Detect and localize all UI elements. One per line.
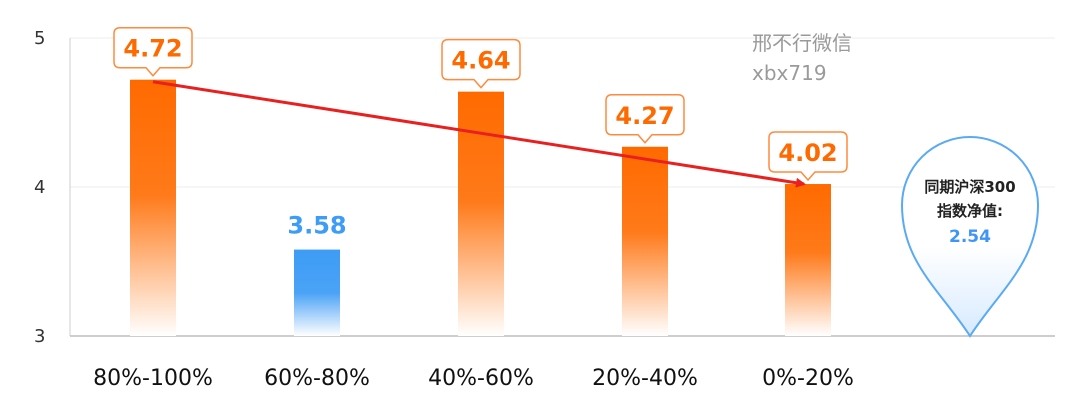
x-tick-label: 20%-40%	[592, 366, 698, 391]
gridlines	[70, 37, 1055, 188]
callout-box	[441, 38, 521, 89]
bar-40%-60%	[458, 91, 504, 336]
data-label-callout: 4.02	[768, 131, 848, 182]
x-tick-label: 60%-80%	[264, 366, 370, 391]
bars	[130, 79, 831, 336]
data-label: 4.72	[123, 35, 182, 63]
data-label-callout: 4.64	[441, 38, 521, 89]
y-tick-label: 3	[34, 326, 45, 347]
watermark: 邢不行微信 xbx719	[752, 31, 852, 85]
benchmark-pin: 同期沪深300 指数净值: 2.54	[900, 136, 1040, 338]
bar-0%-20%	[785, 184, 831, 336]
data-label: 4.02	[778, 139, 837, 167]
x-tick-label: 40%-60%	[428, 366, 534, 391]
benchmark-pin-shape	[900, 136, 1040, 338]
benchmark-pin-value: 2.54	[949, 227, 991, 247]
x-tick-label: 80%-100%	[93, 366, 213, 391]
watermark-line1: 邢不行微信	[752, 31, 852, 55]
data-label: 4.27	[615, 102, 674, 130]
benchmark-pin-line1: 同期沪深300	[924, 178, 1015, 196]
y-axis: 5 4 3	[34, 28, 1055, 347]
benchmark-pin-line2: 指数净值:	[937, 202, 1003, 220]
callout-box	[605, 94, 685, 144]
y-tick-label: 5	[34, 28, 45, 49]
bar-20%-40%	[622, 146, 668, 336]
watermark-line2: xbx719	[752, 61, 827, 85]
data-label: 4.64	[451, 47, 510, 75]
data-labels: 4.72 3.58 4.64 4.27 4.02	[113, 26, 848, 240]
x-tick-label: 0%-20%	[762, 366, 854, 391]
bar-60%-80%	[294, 249, 340, 336]
bar-80%-100%	[130, 79, 176, 336]
y-tick-label: 4	[34, 177, 45, 198]
callout-box	[113, 26, 193, 77]
data-label-callout: 4.27	[605, 94, 685, 144]
x-axis: 80%-100% 60%-80% 40%-60% 20%-40% 0%-20%	[93, 366, 854, 391]
callout-box	[768, 131, 848, 182]
trend-arrow	[152, 80, 806, 188]
data-label-callout: 4.72	[113, 26, 193, 77]
data-label: 3.58	[287, 212, 346, 240]
